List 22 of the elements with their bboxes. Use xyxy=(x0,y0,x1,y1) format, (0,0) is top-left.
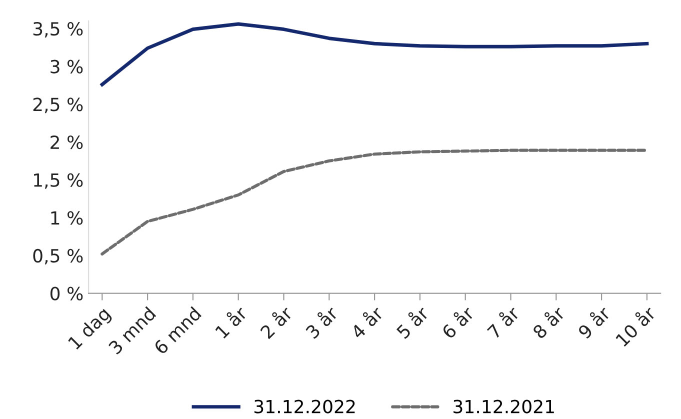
y-tick-label: 2,5 % xyxy=(33,98,83,114)
y-tick-label: 3 % xyxy=(50,60,83,74)
y-tick-label: 0,5 % xyxy=(33,248,83,264)
y-tick-label: 3,5 % xyxy=(33,22,83,38)
x-tick-label: 7 år xyxy=(485,304,521,340)
y-tick-label: 0 % xyxy=(50,286,83,300)
line-series xyxy=(100,22,649,86)
legend-label: 31.12.2022 xyxy=(254,400,355,414)
x-tick-label: 10 år xyxy=(613,304,657,347)
x-tick-label: 8 år xyxy=(530,304,566,340)
x-tick-label: 4 år xyxy=(348,304,384,340)
y-tick-label: 1,5 % xyxy=(34,173,83,189)
y-tick-label: 2 % xyxy=(50,135,83,150)
x-tick-label: 9 år xyxy=(576,304,612,340)
x-tick-label: 3 år xyxy=(303,304,340,340)
legend-label: 31.12.2021 xyxy=(454,400,554,414)
x-tick-label: 6 år xyxy=(439,304,476,340)
x-tick-label: 5 år xyxy=(394,304,430,340)
y-tick-label: 1 % xyxy=(51,211,83,225)
x-tick-label: 1 år xyxy=(212,304,248,339)
line-series xyxy=(100,148,648,256)
x-tick-label: 2 år xyxy=(258,304,294,340)
